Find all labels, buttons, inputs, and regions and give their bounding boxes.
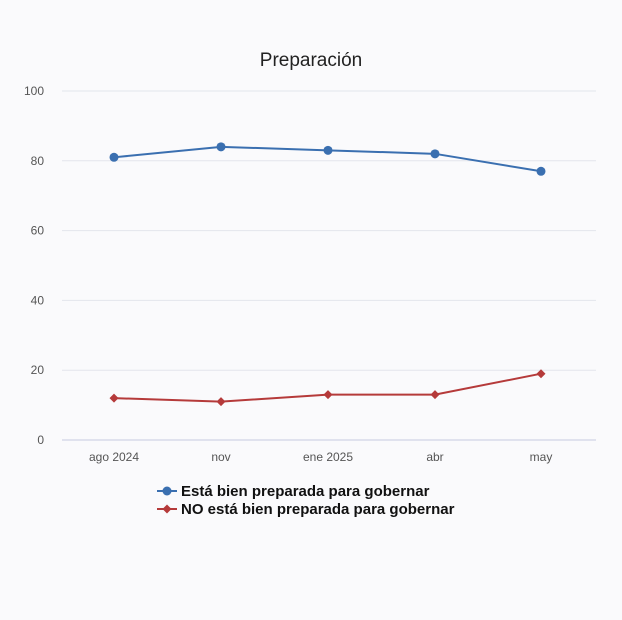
data-point-series-2[interactable]	[430, 390, 440, 400]
y-tick-label: 20	[31, 363, 45, 377]
data-point-series-2[interactable]	[536, 369, 546, 379]
y-tick-label: 40	[31, 293, 45, 307]
data-point-series-2[interactable]	[109, 393, 119, 403]
grid-lines	[62, 90, 596, 441]
data-point-series-1[interactable]	[536, 166, 546, 176]
legend: Está bien preparada para gobernar NO est…	[157, 483, 455, 518]
y-tick-label: 80	[31, 154, 45, 168]
legend-label-series-2: NO está bien preparada para gobernar	[181, 501, 455, 518]
y-tick-label: 0	[37, 433, 44, 447]
x-tick-label: nov	[211, 450, 230, 464]
x-tick-label: ene 2025	[303, 450, 353, 464]
legend-label-series-1: Está bien preparada para gobernar	[181, 483, 430, 500]
x-tick-label: abr	[426, 450, 443, 464]
y-tick-label: 100	[24, 84, 44, 98]
legend-item-series-1[interactable]: Está bien preparada para gobernar	[157, 483, 430, 500]
x-tick-label: ago 2024	[89, 450, 139, 464]
legend-marker-series-2	[162, 504, 172, 514]
y-axis-tick-labels: 0 20 40 60 80 100	[24, 84, 44, 447]
legend-marker-series-1	[162, 486, 172, 496]
data-point-series-1[interactable]	[323, 145, 333, 155]
data-point-series-1[interactable]	[109, 152, 119, 162]
chart-title: Preparación	[260, 50, 362, 71]
series-layer	[109, 142, 546, 407]
data-point-series-1[interactable]	[216, 142, 226, 152]
x-tick-label: may	[530, 450, 553, 464]
data-point-series-1[interactable]	[430, 149, 440, 159]
data-point-series-2[interactable]	[216, 397, 226, 407]
x-axis-tick-labels: ago 2024 nov ene 2025 abr may	[89, 450, 552, 464]
data-point-series-2[interactable]	[323, 390, 333, 400]
legend-item-series-2[interactable]: NO está bien preparada para gobernar	[157, 501, 455, 518]
y-tick-label: 60	[31, 224, 45, 238]
